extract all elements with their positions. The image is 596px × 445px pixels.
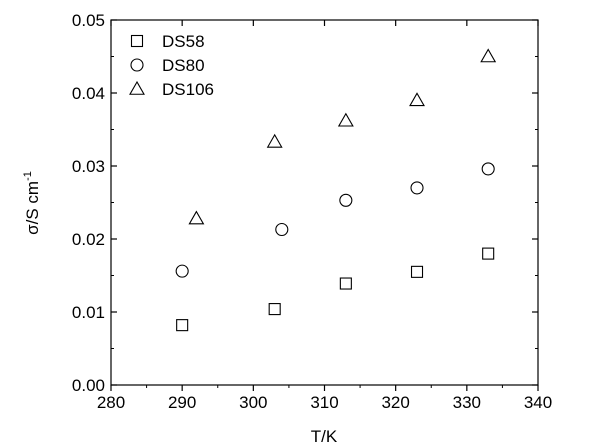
ds58-point <box>268 303 281 316</box>
y-axis-label-main: σ/S cm <box>23 181 42 235</box>
ds106-point <box>337 112 354 127</box>
y-axis-label: σ/S cm-1 <box>22 171 42 235</box>
data-points <box>175 48 497 332</box>
legend-marker-ds80 <box>130 58 144 72</box>
legend-label-ds80: DS80 <box>162 56 205 75</box>
y-tick-label: 0.00 <box>72 376 105 395</box>
y-axis-ticks: 0.00 0.01 0.02 0.03 0.04 0.05 <box>72 11 538 395</box>
legend-marker-ds58 <box>130 34 144 48</box>
y-tick-label: 0.03 <box>72 157 105 176</box>
ds58-point <box>176 319 189 332</box>
x-tick-label: 330 <box>453 393 481 412</box>
ds58-point <box>410 265 424 278</box>
x-tick-label: 320 <box>381 393 409 412</box>
ds106-point <box>266 133 283 148</box>
ds80-point <box>339 193 353 207</box>
x-axis-ticks: 280 290 300 310 320 330 340 <box>97 20 552 412</box>
ds80-point <box>275 222 289 237</box>
legend-label-ds58: DS58 <box>162 32 205 51</box>
x-tick-label: 310 <box>310 393 338 412</box>
y-tick-label: 0.05 <box>72 11 105 30</box>
legend: DS58 DS80 DS106 <box>129 32 214 99</box>
legend-marker-ds106 <box>129 80 145 95</box>
y-tick-label: 0.01 <box>72 303 105 322</box>
y-tick-label: 0.02 <box>72 230 105 249</box>
ds80-point <box>410 181 424 195</box>
x-axis-label: T/K <box>311 427 338 445</box>
ds80-point <box>175 264 189 278</box>
x-tick-label: 290 <box>168 393 196 412</box>
ds106-point <box>480 48 497 63</box>
x-tick-label: 340 <box>524 393 552 412</box>
y-tick-label: 0.04 <box>72 84 105 103</box>
y-axis-label-superscript: -1 <box>22 171 34 181</box>
legend-label-ds106: DS106 <box>162 80 214 99</box>
ds80-point <box>481 162 495 176</box>
ds58-point <box>339 277 352 290</box>
x-tick-label: 280 <box>97 393 125 412</box>
ds106-point <box>409 92 425 107</box>
ds58-point <box>482 247 495 260</box>
ds106-point <box>188 210 205 225</box>
x-tick-label: 300 <box>239 393 267 412</box>
